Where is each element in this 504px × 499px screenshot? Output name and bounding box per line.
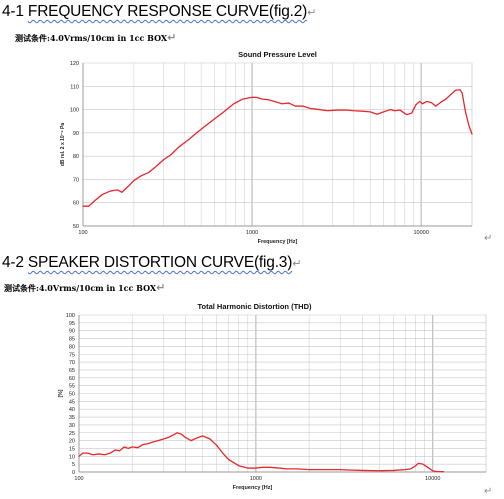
y-tick-label: 55 — [69, 384, 75, 390]
x-tick-label: 1000 — [246, 230, 258, 236]
y-tick-label: 95 — [69, 321, 75, 327]
y-tick-label: 20 — [69, 439, 75, 445]
y-tick-label: 65 — [69, 368, 75, 374]
return-mark-icon: ↵ — [307, 6, 317, 19]
return-mark-icon: ↵ — [156, 281, 166, 294]
y-tick-label: 50 — [73, 224, 79, 230]
y-tick-label: 0 — [72, 470, 75, 476]
condition-label: 测试条件:4.0Vrms/10cm in 1cc BOX — [15, 33, 168, 43]
condition-label: 测试条件:4.0Vrms/10cm in 1cc BOX — [4, 283, 157, 293]
chart-title: Total Harmonic Distortion (THD) — [197, 302, 312, 311]
return-mark-icon: ↵ — [292, 257, 302, 270]
heading-number: 4-2 — [2, 254, 28, 271]
series-line — [82, 89, 473, 207]
y-tick-label: 100 — [66, 313, 75, 319]
grid — [78, 314, 487, 473]
y-tick-label: 70 — [69, 360, 75, 366]
grid — [82, 62, 473, 227]
y-tick-label: 30 — [69, 423, 75, 429]
y-axis-label: dB rel. 2 x 10⁻⁵ Pa — [60, 123, 66, 167]
section-heading-frequency-response: 4-1 FREQUENCY RESPONSE CURVE(fig.2)↵ — [2, 3, 316, 21]
heading-text: FREQUENCY RESPONSE CURVE(fig.2) — [27, 3, 308, 20]
y-tick-label: 60 — [69, 376, 75, 382]
x-tick-label: 10000 — [425, 476, 440, 482]
test-condition-text: 测试条件:4.0Vrms/10cm in 1cc BOX↵ — [15, 31, 176, 44]
y-tick-label: 35 — [69, 415, 75, 421]
y-tick-label: 85 — [69, 337, 75, 343]
y-tick-label: 80 — [69, 344, 75, 350]
y-tick-label: 80 — [73, 154, 79, 160]
y-tick-label: 10 — [69, 454, 75, 460]
series-line — [78, 432, 445, 473]
y-axis-label: [%] — [58, 389, 64, 397]
test-condition-text: 测试条件:4.0Vrms/10cm in 1cc BOX↵ — [4, 281, 165, 294]
y-tick-label: 45 — [69, 399, 75, 405]
heading-text: SPEAKER DISTORTION CURVE(fig.3) — [27, 254, 293, 271]
x-tick-label: 100 — [74, 476, 83, 482]
y-tick-label: 110 — [70, 84, 79, 90]
y-tick-label: 70 — [73, 177, 79, 183]
y-tick-label: 75 — [69, 352, 75, 358]
return-mark-icon: ↵ — [167, 31, 177, 44]
return-mark-icon: ↵ — [484, 486, 493, 497]
y-tick-label: 120 — [70, 61, 79, 67]
heading-number: 4-1 — [2, 3, 28, 20]
y-tick-label: 40 — [69, 407, 75, 413]
y-tick-label: 100 — [70, 108, 79, 114]
x-axis-label: Frequency [Hz] — [233, 485, 273, 491]
section-heading-distortion: 4-2 SPEAKER DISTORTION CURVE(fig.3)↵ — [2, 254, 301, 272]
x-axis-label: Frequency [Hz] — [258, 239, 298, 245]
chart-title: Sound Pressure Level — [238, 50, 317, 59]
x-tick-label: 1000 — [250, 476, 262, 482]
x-tick-label: 10000 — [413, 230, 428, 236]
y-tick-label: 5 — [72, 462, 75, 468]
y-tick-label: 50 — [69, 392, 75, 398]
y-tick-label: 60 — [73, 201, 79, 207]
x-tick-label: 100 — [78, 230, 87, 236]
y-tick-label: 90 — [69, 329, 75, 335]
y-tick-label: 25 — [69, 431, 75, 437]
return-mark-icon: ↵ — [484, 233, 493, 244]
y-tick-label: 90 — [73, 131, 79, 137]
y-tick-label: 15 — [69, 446, 75, 452]
